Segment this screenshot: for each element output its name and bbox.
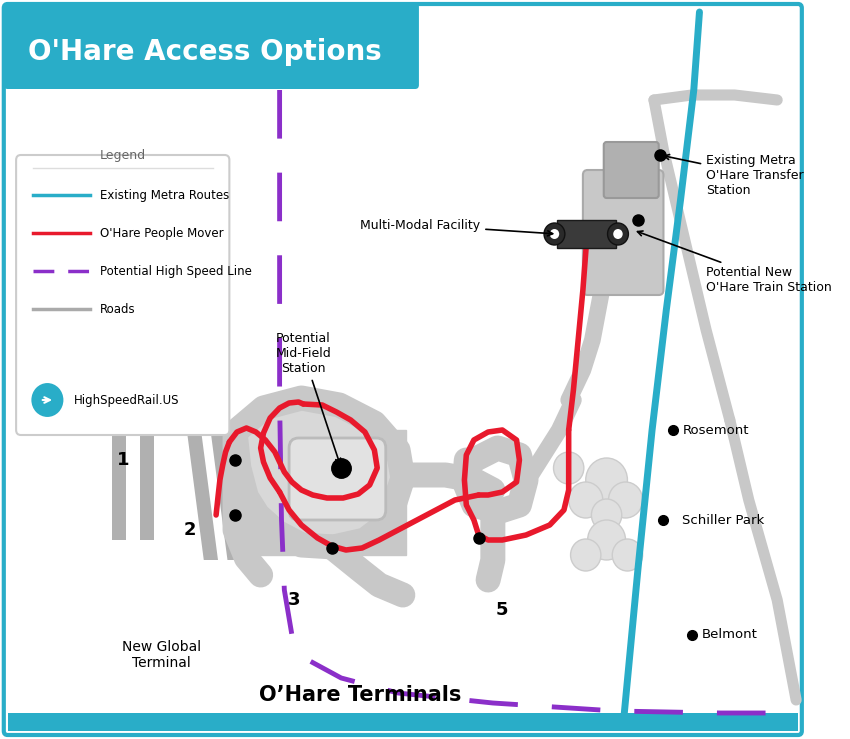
Polygon shape — [140, 375, 155, 540]
Circle shape — [613, 229, 623, 239]
Text: Schiller Park: Schiller Park — [683, 514, 765, 526]
Text: New Global
Terminal: New Global Terminal — [122, 640, 201, 670]
Text: Existing Metra
O'Hare Transfer
Station: Existing Metra O'Hare Transfer Station — [664, 154, 804, 197]
Text: Legend: Legend — [100, 149, 146, 162]
Text: 3: 3 — [287, 591, 300, 609]
Text: 5: 5 — [496, 601, 508, 619]
FancyBboxPatch shape — [583, 170, 664, 295]
Text: O'Hare Access Options: O'Hare Access Options — [28, 38, 383, 66]
Polygon shape — [112, 375, 126, 540]
FancyBboxPatch shape — [604, 142, 659, 198]
Bar — [558, 220, 616, 248]
FancyBboxPatch shape — [3, 3, 419, 89]
Polygon shape — [235, 430, 405, 555]
Text: Multi-Modal Facility: Multi-Modal Facility — [360, 219, 552, 236]
Circle shape — [569, 482, 603, 518]
FancyBboxPatch shape — [3, 4, 802, 735]
Text: Belmont: Belmont — [701, 628, 757, 641]
Circle shape — [586, 458, 627, 502]
Text: HighSpeedRail.US: HighSpeedRail.US — [74, 393, 179, 406]
Polygon shape — [184, 415, 218, 560]
Text: O’Hare Terminals: O’Hare Terminals — [259, 685, 462, 705]
Circle shape — [587, 520, 626, 560]
Text: Potential New
O'Hare Train Station: Potential New O'Hare Train Station — [638, 231, 832, 294]
Text: O'Hare People Mover: O'Hare People Mover — [99, 226, 224, 239]
Circle shape — [570, 539, 601, 571]
Text: Existing Metra Routes: Existing Metra Routes — [99, 188, 229, 202]
Text: Potential High Speed Line: Potential High Speed Line — [99, 265, 252, 278]
Polygon shape — [235, 398, 403, 547]
Text: Roads: Roads — [99, 302, 135, 316]
Circle shape — [592, 499, 621, 531]
Circle shape — [553, 452, 584, 484]
Circle shape — [31, 382, 65, 418]
Circle shape — [609, 482, 643, 518]
Circle shape — [608, 223, 628, 245]
Circle shape — [544, 223, 565, 245]
Text: Potential
Mid-Field
Station: Potential Mid-Field Station — [275, 332, 341, 463]
Polygon shape — [208, 415, 241, 560]
Text: 1: 1 — [117, 451, 129, 469]
Bar — [8, 713, 798, 731]
Text: 2: 2 — [184, 521, 196, 539]
FancyBboxPatch shape — [16, 155, 230, 435]
Circle shape — [550, 229, 559, 239]
FancyBboxPatch shape — [289, 438, 386, 520]
Circle shape — [612, 539, 643, 571]
Text: Rosemont: Rosemont — [683, 423, 749, 437]
